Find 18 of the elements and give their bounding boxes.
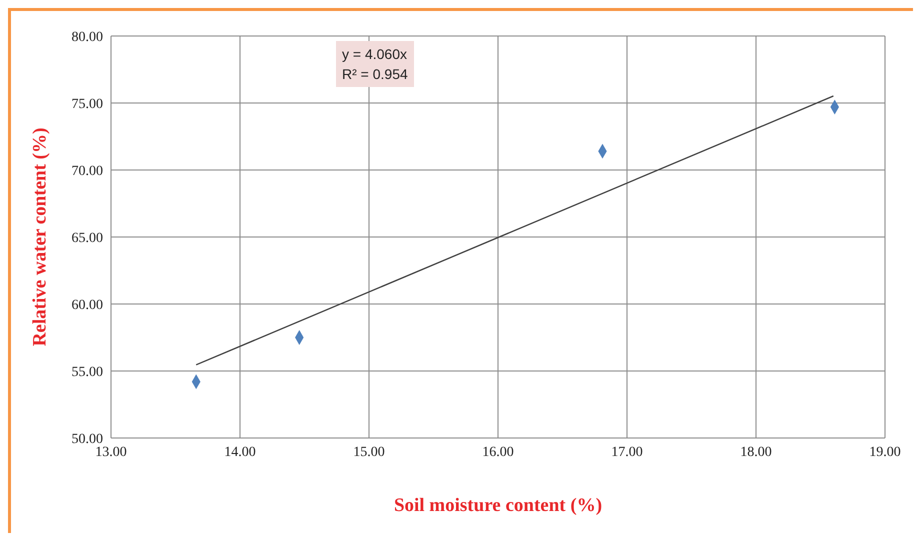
x-tick-label: 18.00 [740,444,772,460]
y-tick-label: 60.00 [72,298,103,313]
y-tick-label: 55.00 [72,364,103,380]
x-tick-label: 19.00 [869,444,901,460]
x-tick-label: 17.00 [611,444,643,460]
x-tick-label: 15.00 [353,444,385,460]
y-tick-label: 65.00 [72,230,103,246]
y-tick-label: 80.00 [72,30,103,45]
annotation: y = 4.060x [342,45,408,64]
x-tick-label: 14.00 [224,444,256,460]
x-tick-label: 13.00 [95,444,127,460]
x-axis-title: Soil moisture content (%) [394,495,602,516]
annotation: R² = 0.954 [342,65,408,84]
y-tick-label: 50.00 [72,432,103,447]
y-tick-label: 75.00 [72,96,103,112]
y-axis-title: Relative water content (%) [30,128,51,346]
y-tick-label: 70.00 [72,164,103,179]
x-tick-label: 16.00 [482,444,514,460]
